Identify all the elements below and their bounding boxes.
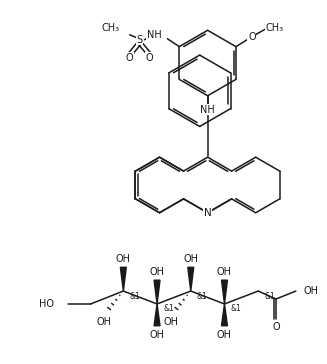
Text: &1: &1	[197, 292, 207, 301]
Text: CH₃: CH₃	[266, 23, 284, 33]
Text: &1: &1	[163, 304, 174, 313]
Polygon shape	[188, 267, 194, 291]
Text: OH: OH	[217, 267, 232, 277]
Text: OH: OH	[149, 330, 164, 340]
Text: NH: NH	[147, 30, 162, 40]
Text: HO: HO	[39, 299, 54, 309]
Text: NH: NH	[200, 104, 215, 115]
Text: O: O	[126, 52, 133, 63]
Text: O: O	[248, 32, 256, 42]
Text: O: O	[272, 322, 280, 332]
Text: OH: OH	[96, 317, 111, 327]
Polygon shape	[154, 304, 160, 326]
Text: &1: &1	[129, 292, 140, 301]
Text: &1: &1	[231, 304, 241, 313]
Text: OH: OH	[217, 330, 232, 340]
Polygon shape	[221, 304, 228, 326]
Polygon shape	[221, 280, 228, 304]
Text: NH: NH	[200, 104, 215, 115]
Text: &1: &1	[264, 292, 275, 301]
Polygon shape	[154, 280, 160, 304]
Text: OH: OH	[183, 254, 198, 264]
Text: OH: OH	[116, 254, 131, 264]
Text: CH₃: CH₃	[102, 23, 120, 33]
Polygon shape	[120, 267, 126, 291]
Text: OH: OH	[164, 317, 179, 327]
Text: OH: OH	[304, 286, 319, 296]
Text: N: N	[204, 208, 212, 218]
Text: S: S	[137, 35, 143, 45]
Text: OH: OH	[149, 267, 164, 277]
Text: O: O	[146, 52, 153, 63]
